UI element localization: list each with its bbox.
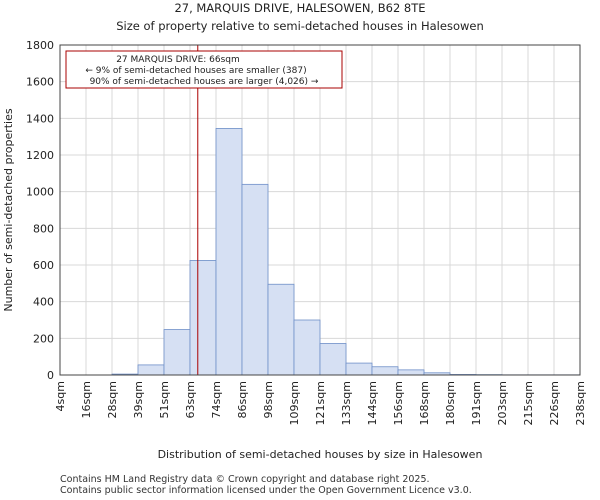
axes	[59, 44, 581, 376]
chart-subtitle: Size of property relative to semi-detach…	[116, 19, 484, 33]
histogram-chart: 0 200 400 600 800 1000 1200 1400 1600 1800 4sqm 16…	[2, 39, 587, 461]
x-tick-label: 98sqm	[262, 381, 275, 418]
x-tick-label: 74sqm	[210, 381, 223, 418]
histogram-bar	[137, 364, 165, 376]
x-axis-label: Distribution of semi-detached houses by …	[158, 448, 483, 461]
x-tick-label: 144sqm	[366, 381, 379, 425]
chart-title: 27, MARQUIS DRIVE, HALESOWEN, B62 8TE	[174, 1, 426, 15]
annotation-line-1: 27 MARQUIS DRIVE: 66sqm	[116, 55, 240, 65]
y-tick-label: 1000	[26, 186, 54, 199]
y-tick-label: 800	[33, 222, 54, 235]
histogram-bar	[189, 260, 217, 376]
x-tick-label: 109sqm	[288, 381, 301, 425]
x-tick-label: 133sqm	[340, 381, 353, 425]
x-tick-label: 4sqm	[54, 381, 67, 411]
y-tick-label: 600	[33, 259, 54, 272]
y-tick-labels: 0 200 400 600 800 1000 1200 1400 1600 1800	[26, 39, 54, 382]
histogram-bar	[319, 343, 347, 376]
annotation-border	[65, 50, 343, 89]
y-tick-label: 1400	[26, 112, 54, 125]
histogram-bar	[241, 183, 269, 376]
histogram-bar	[371, 366, 399, 376]
footer-licence: Contains public sector information licen…	[60, 485, 472, 496]
y-axis-label: Number of semi-detached properties	[2, 108, 15, 311]
y-tick-label: 0	[47, 369, 54, 382]
y-tick-label: 1800	[26, 39, 54, 52]
x-tick-label: 180sqm	[444, 381, 457, 425]
x-tick-label: 226sqm	[548, 381, 561, 425]
x-tick-label: 63sqm	[184, 381, 197, 418]
histogram-bar	[267, 283, 295, 376]
histogram-bar	[397, 369, 425, 376]
y-tick-label: 1600	[26, 76, 54, 89]
x-tick-label: 51sqm	[158, 381, 171, 418]
x-tick-label: 203sqm	[496, 381, 509, 425]
x-tick-labels: 4sqm 16sqm 28sqm 39sqm 51sqm 63sqm 74sqm 86sqm 9…	[54, 381, 587, 425]
y-tick-label: 1200	[26, 149, 54, 162]
x-tick-label: 238sqm	[574, 381, 587, 425]
footer-copyright: Contains HM Land Registry data © Crown c…	[60, 474, 430, 485]
x-tick-label: 86sqm	[236, 381, 249, 418]
x-tick-label: 215sqm	[522, 381, 535, 425]
histogram-bar	[345, 362, 373, 376]
x-tick-label: 191sqm	[470, 381, 483, 425]
x-tick-label: 16sqm	[80, 381, 93, 418]
x-tick-label: 121sqm	[314, 381, 327, 425]
x-tick-label: 156sqm	[392, 381, 405, 425]
x-tick-label: 168sqm	[418, 381, 431, 425]
annotation-line-3: 90% of semi-detached houses are larger (…	[90, 77, 319, 87]
histogram-bar	[215, 128, 243, 376]
annotation-line-2: ← 9% of semi-detached houses are smaller…	[85, 66, 306, 76]
x-tick-label: 28sqm	[106, 381, 119, 418]
annotation-box: 27 MARQUIS DRIVE: 66sqm ← 9% of semi-det…	[65, 50, 343, 89]
histogram-bar	[163, 329, 191, 376]
bars	[111, 128, 581, 376]
y-tick-label: 400	[33, 296, 54, 309]
histogram-bar	[293, 319, 321, 376]
x-tick-label: 39sqm	[132, 381, 145, 418]
plot-frame	[59, 44, 581, 376]
y-tick-label: 200	[33, 332, 54, 345]
